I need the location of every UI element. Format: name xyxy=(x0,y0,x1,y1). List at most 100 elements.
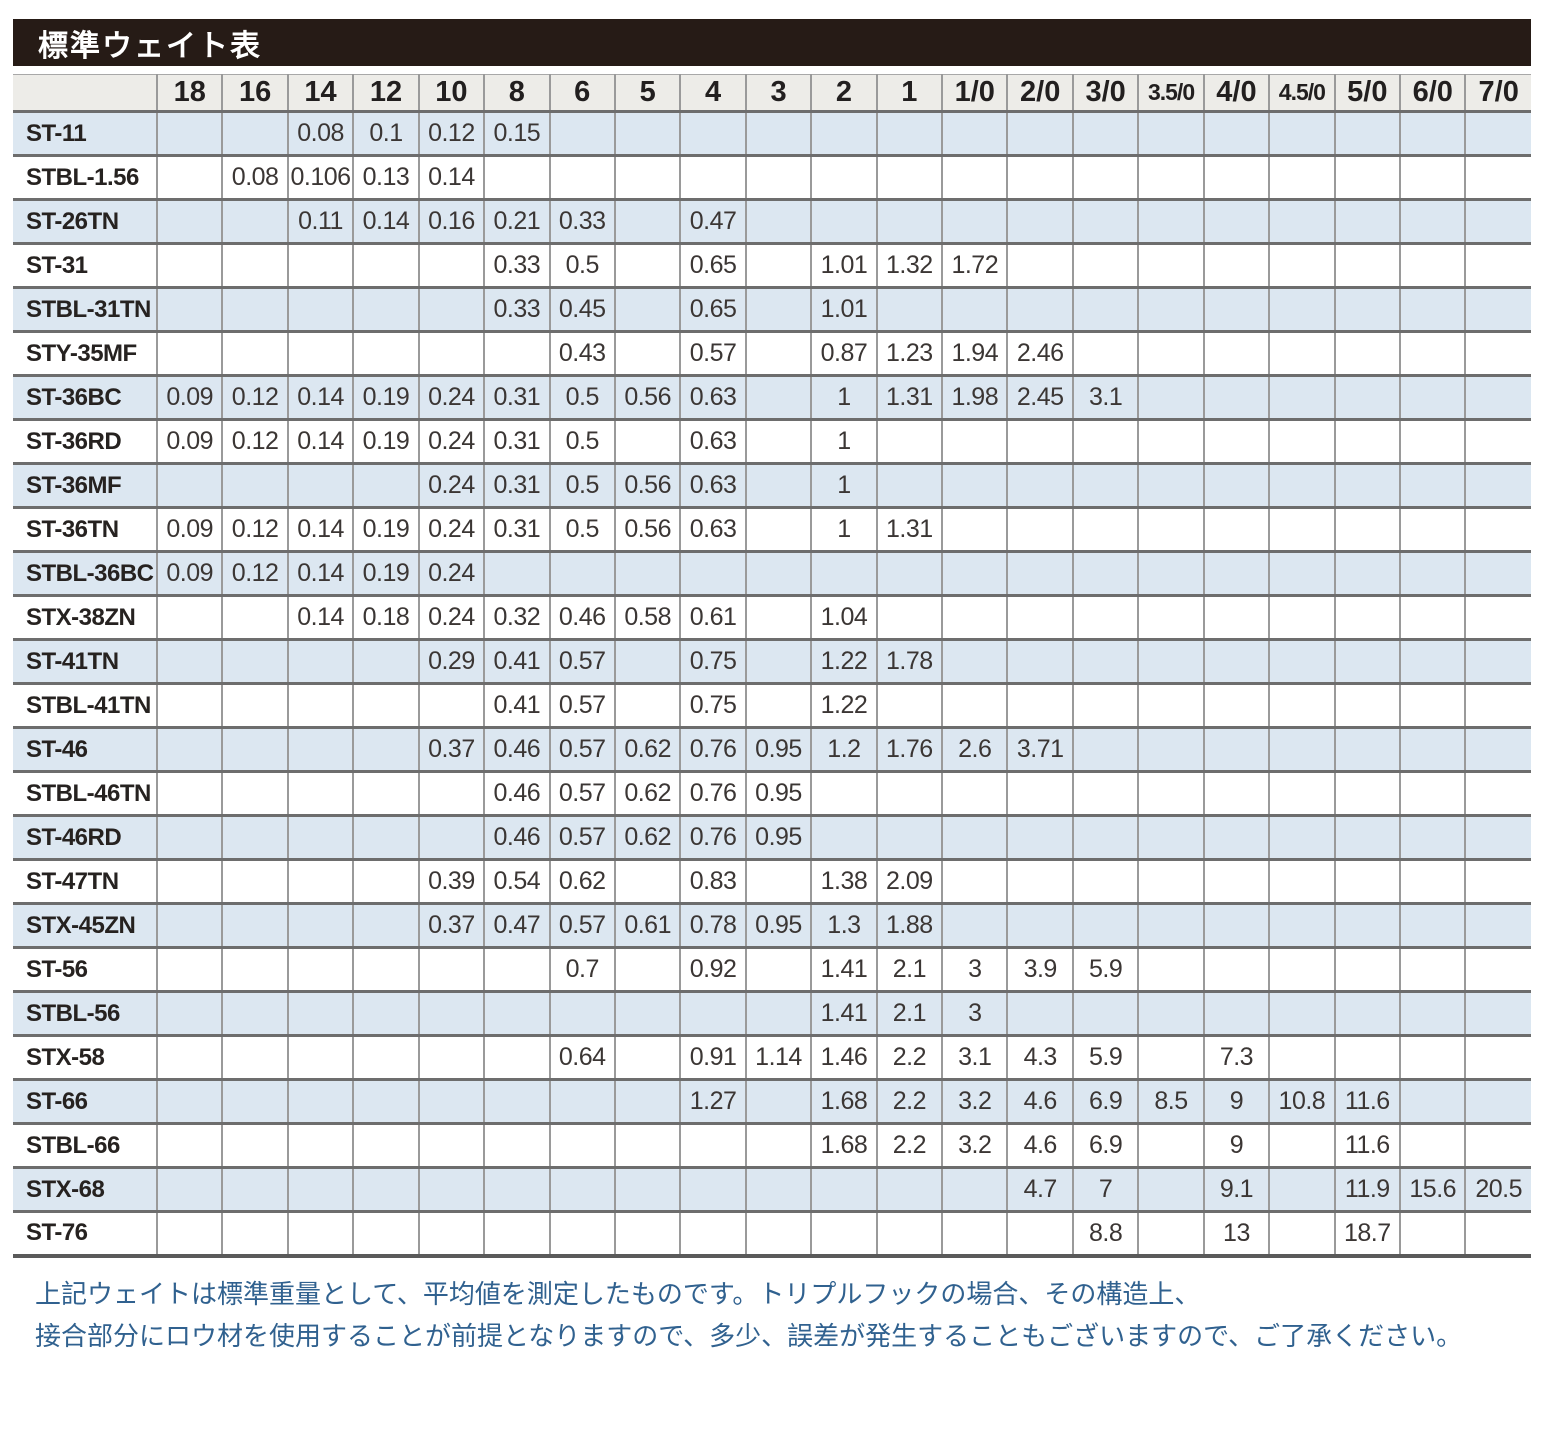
weight-cell xyxy=(941,111,1008,157)
weight-cell xyxy=(744,463,812,509)
weight-cell: 13 xyxy=(1202,1211,1270,1258)
weight-cell: 0.19 xyxy=(352,551,419,597)
weight-cell: 0.09 xyxy=(155,419,223,465)
column-header-1-0: 1/0 xyxy=(941,74,1008,113)
weight-cell: 11.6 xyxy=(1333,1079,1401,1125)
weight-cell xyxy=(679,155,746,201)
weight-cell xyxy=(417,1035,485,1081)
weight-cell xyxy=(810,815,877,861)
weight-cell xyxy=(1464,243,1531,289)
weight-cell: 0.09 xyxy=(155,375,223,421)
weight-cell xyxy=(744,947,812,993)
row-label: ST-76 xyxy=(13,1211,157,1258)
weight-cell: 0.45 xyxy=(548,287,615,333)
weight-cell xyxy=(744,507,812,553)
weight-cell xyxy=(417,1079,485,1125)
weight-cell xyxy=(1464,727,1531,773)
weight-cell xyxy=(286,683,354,729)
weight-cell xyxy=(548,1167,615,1213)
weight-cell xyxy=(1464,903,1531,949)
weight-cell xyxy=(352,991,419,1037)
weight-cell: 1.01 xyxy=(810,287,877,333)
weight-cell xyxy=(155,111,223,157)
weight-cell: 0.24 xyxy=(417,419,485,465)
weight-cell: 0.14 xyxy=(286,419,354,465)
weight-cell: 1 xyxy=(810,463,877,509)
column-header-4.5-0: 4.5/0 xyxy=(1268,74,1335,113)
weight-cell xyxy=(1333,287,1401,333)
weight-cell xyxy=(155,1211,223,1258)
weight-cell: 8.8 xyxy=(1071,1211,1139,1258)
weight-cell: 1.22 xyxy=(810,639,877,685)
table-row: ST-36RD 0.09 0.12 0.14 0.19 0.24 0.31 0.5 0.63 1 xyxy=(13,419,1531,465)
weight-cell: 3.2 xyxy=(941,1079,1008,1125)
weight-cell: 0.08 xyxy=(221,155,288,201)
weight-cell xyxy=(1399,815,1466,861)
footnote-line-1: 上記ウェイトは標準重量として、平均値を測定したものです。トリプルフックの場合、そ… xyxy=(35,1278,1201,1309)
weight-cell xyxy=(1202,771,1270,817)
weight-cell xyxy=(352,331,419,377)
weight-cell xyxy=(1399,639,1466,685)
weight-cell xyxy=(810,199,877,245)
weight-cell xyxy=(744,1211,812,1258)
weight-cell: 0.12 xyxy=(221,507,288,553)
weight-cell xyxy=(1268,463,1335,509)
column-header-2: 2 xyxy=(810,74,877,113)
weight-cell xyxy=(352,859,419,905)
weight-cell xyxy=(286,903,354,949)
weight-cell xyxy=(1202,727,1270,773)
weight-cell xyxy=(1399,551,1466,597)
weight-cell xyxy=(613,1123,681,1169)
weight-cell: 0.76 xyxy=(679,815,746,861)
weight-cell xyxy=(483,991,550,1037)
weight-cell xyxy=(875,111,943,157)
column-header-3: 3 xyxy=(744,74,812,113)
weight-cell xyxy=(1333,991,1401,1037)
weight-cell xyxy=(417,771,485,817)
weight-cell xyxy=(1071,727,1139,773)
weight-cell xyxy=(679,1211,746,1258)
weight-cell: 1.88 xyxy=(875,903,943,949)
row-label: ST-46RD xyxy=(13,815,157,861)
weight-cell xyxy=(1268,771,1335,817)
table-row: ST-11 0.08 0.1 0.12 0.15 xyxy=(13,111,1531,157)
weight-cell: 0.95 xyxy=(744,815,812,861)
weight-cell xyxy=(1137,683,1204,729)
weight-cell xyxy=(1399,463,1466,509)
weight-cell xyxy=(613,199,681,245)
weight-cell xyxy=(1464,815,1531,861)
weight-cell xyxy=(1137,815,1204,861)
weight-cell xyxy=(286,1079,354,1125)
weight-cell xyxy=(1006,419,1073,465)
weight-cell xyxy=(1333,331,1401,377)
weight-cell xyxy=(1006,287,1073,333)
weight-cell: 3.9 xyxy=(1006,947,1073,993)
weight-cell xyxy=(548,111,615,157)
weight-cell: 1.46 xyxy=(810,1035,877,1081)
weight-cell xyxy=(1333,199,1401,245)
weight-cell: 0.24 xyxy=(417,551,485,597)
weight-cell: 0.92 xyxy=(679,947,746,993)
weight-cell xyxy=(1006,815,1073,861)
weight-cell xyxy=(221,331,288,377)
weight-cell xyxy=(875,463,943,509)
weight-cell xyxy=(286,815,354,861)
weight-cell: 5.9 xyxy=(1071,1035,1139,1081)
column-header-18: 18 xyxy=(155,74,223,113)
weight-cell xyxy=(810,1167,877,1213)
weight-cell xyxy=(1137,375,1204,421)
weight-cell xyxy=(352,771,419,817)
weight-cell xyxy=(417,815,485,861)
weight-cell: 0.62 xyxy=(613,727,681,773)
column-header-8: 8 xyxy=(483,74,550,113)
weight-cell xyxy=(613,683,681,729)
table-row: STBL-46TN 0.46 0.57 0.62 0.76 0.95 xyxy=(13,771,1531,817)
table-row: STBL-66 1.68 2.2 3.2 4.6 6.9 9 11.6 xyxy=(13,1123,1531,1169)
weight-cell: 0.57 xyxy=(548,771,615,817)
row-label: STX-68 xyxy=(13,1167,157,1213)
weight-cell xyxy=(1006,639,1073,685)
weight-cell: 3.1 xyxy=(941,1035,1008,1081)
table-header: 18 16 14 12 10 8 6 5 4 3 2 1 1/0 2/0 3/0 3.5/0 4/0 4.5/0 5… xyxy=(13,74,1531,113)
weight-cell xyxy=(221,727,288,773)
weight-cell: 0.19 xyxy=(352,507,419,553)
